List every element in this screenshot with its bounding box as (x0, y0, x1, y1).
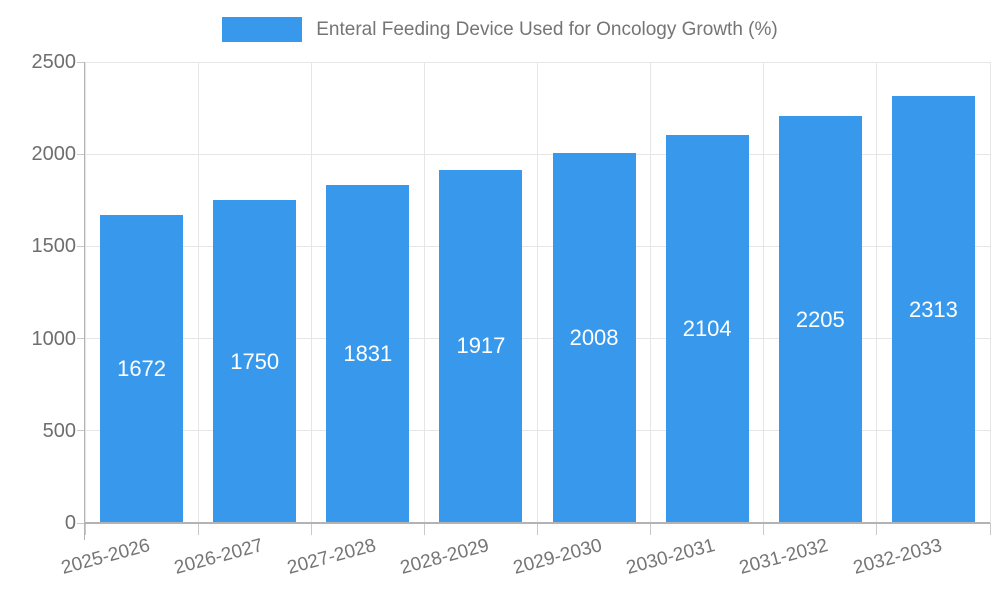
x-axis-line (84, 522, 990, 524)
y-axis-label: 2000 (31, 143, 77, 166)
v-gridline (650, 62, 652, 523)
y-axis-label: 500 (42, 419, 76, 442)
bar: 1750 (213, 200, 297, 523)
x-axis-label: 2027-2028 (285, 535, 379, 579)
x-tick (763, 523, 765, 535)
x-axis-label: 2026-2027 (171, 535, 266, 579)
y-axis-label: 1500 (31, 235, 77, 258)
bar: 2313 (891, 96, 975, 523)
bar: 1917 (439, 169, 523, 523)
v-gridline (197, 62, 199, 523)
bar: 1831 (326, 185, 410, 523)
v-gridline (989, 62, 991, 523)
v-gridline (84, 62, 86, 523)
bar-value-label: 1917 (456, 333, 506, 359)
x-tick (537, 523, 538, 535)
bar-value-label: 2008 (569, 324, 619, 350)
v-gridline (876, 62, 878, 523)
bar-value-label: 2205 (795, 306, 845, 332)
y-axis-label: 2500 (31, 51, 77, 73)
y-axis-label: 0 (64, 512, 76, 534)
x-tick (423, 523, 425, 535)
x-axis-label: 2031-2032 (737, 535, 831, 579)
bar: 2205 (778, 116, 862, 523)
x-tick (989, 523, 991, 535)
bar-value-label: 2104 (682, 316, 732, 341)
bar-value-label: 1672 (117, 355, 167, 381)
y-tick (77, 522, 85, 524)
x-tick (197, 523, 199, 535)
legend-swatch-icon (222, 17, 303, 42)
y-axis-label: 1000 (31, 327, 77, 350)
chart-legend: Enteral Feeding Device Used for Oncology… (0, 17, 1000, 42)
y-tick (77, 153, 85, 155)
x-tick (310, 523, 312, 535)
bar: 2008 (552, 152, 636, 523)
v-gridline (537, 62, 538, 523)
y-tick (77, 245, 85, 247)
y-tick (77, 61, 85, 63)
x-tick (650, 523, 652, 535)
bar: 2104 (665, 135, 749, 523)
bar: 1672 (100, 214, 184, 523)
bar-value-label: 2313 (908, 296, 958, 322)
x-axis-label: 2030-2031 (624, 535, 718, 579)
bar-value-label: 1831 (343, 341, 393, 367)
legend-label: Enteral Feeding Device Used for Oncology… (316, 18, 778, 40)
y-tick (77, 338, 85, 340)
bar-value-label: 1750 (230, 348, 280, 374)
v-gridline (423, 62, 425, 523)
x-tick (84, 523, 86, 535)
x-axis-label: 2028-2029 (398, 535, 492, 579)
x-tick (876, 523, 878, 535)
x-axis-label: 2029-2030 (511, 535, 605, 579)
y-axis-line (84, 62, 85, 540)
v-gridline (763, 62, 765, 523)
x-axis-label: 2032-2033 (850, 535, 944, 579)
y-tick (77, 430, 85, 432)
x-axis-label: 2025-2026 (58, 535, 152, 579)
v-gridline (310, 62, 312, 523)
